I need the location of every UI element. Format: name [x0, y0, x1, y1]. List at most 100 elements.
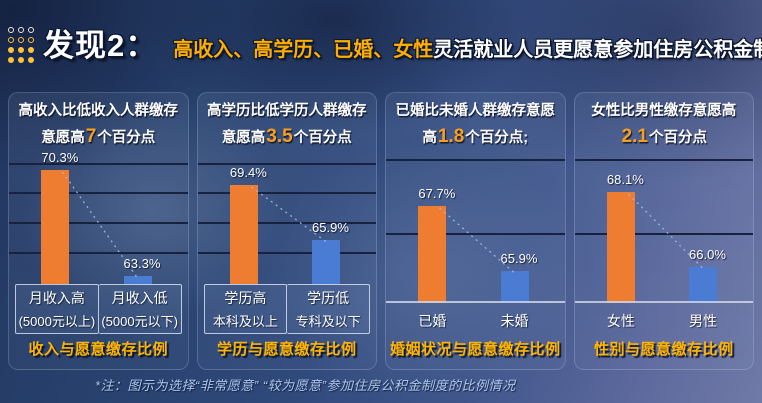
bar-secondary: [689, 267, 718, 303]
title-post: 个百分点: [97, 129, 156, 146]
category-box: 学历高 本科及以上: [203, 284, 288, 334]
bar-primary: [229, 185, 258, 284]
category-sublabel: (5000元以下): [101, 314, 178, 329]
title-pre: 女性比男性缴存意愿高: [591, 103, 737, 119]
title-number: 3.5: [266, 125, 293, 147]
finding-rest: 灵活就业人员更愿意参加住房公积金制度: [433, 39, 762, 61]
dot-icon: [18, 57, 24, 63]
footnote: *注：图示为选择“非常愿意” “较为愿意”参加住房公积金制度的比例情况: [95, 378, 516, 393]
bar-secondary: [123, 276, 152, 284]
category-label: 月收入低: [111, 290, 168, 306]
axis-baseline: [386, 301, 565, 303]
dot-icon: [8, 37, 14, 43]
panel-title: 高学历比低学历人群缴存意愿高3.5个百分点: [198, 93, 377, 147]
gridline: [197, 222, 376, 224]
title-number: 2.1: [621, 125, 648, 147]
title-post: 个百分点: [648, 129, 707, 146]
chart-panel-1: 高收入比低收入人群缴存意愿高7个百分点 70.3% 63.3% 月收入高 (5000元以…: [8, 92, 189, 370]
category-box: 学历低 专科及以下: [287, 284, 370, 334]
panel-caption: 婚姻状况与愿意缴存比例: [389, 341, 561, 358]
bar-value-label: 69.4%: [229, 165, 267, 180]
title-post: 个百分点: [293, 129, 352, 146]
finding-highlight: 高收入、高学历、已婚、女性: [173, 39, 434, 61]
axis-baseline: [574, 301, 753, 303]
bar-plot: 67.7% 65.9%: [386, 149, 565, 303]
bar-primary: [41, 170, 70, 284]
gridline: [9, 252, 188, 254]
category-labels: 女性 男性: [575, 311, 754, 333]
bar-secondary: [500, 271, 529, 303]
trend-connector-line: [62, 171, 139, 279]
panel-caption: 学历与愿意缴存比例: [216, 341, 357, 358]
title-number: 7: [85, 125, 97, 147]
panel-title: 高收入比低收入人群缴存意愿高7个百分点: [9, 93, 188, 147]
category-labels: 已婚 未婚: [386, 311, 565, 333]
trend-connector-line: [627, 193, 704, 270]
dots-grid-icon: [8, 27, 35, 64]
chart-panel-3: 已婚比未婚人群缴存意愿高1.8个百分点; 67.7% 65.9% 已婚 未婚婚姻状况与愿…: [385, 92, 566, 370]
panel-caption: 收入与愿意缴存比例: [28, 341, 168, 358]
bar-value-label: 65.9%: [312, 220, 349, 235]
title-number: 1.8: [437, 125, 465, 147]
dot-icon: [8, 27, 14, 33]
category-box: 月收入高 (5000元以上): [15, 284, 99, 334]
slide-header: 发现2： 高收入、高学历、已婚、女性 灵活就业人员更愿意参加住房公积金制度: [8, 20, 762, 65]
gridline: [197, 252, 376, 254]
category-label: 月收入高: [28, 290, 85, 306]
dot-icon: [28, 37, 34, 43]
category-box: 月收入低 (5000元以下): [98, 284, 182, 334]
gridline: [197, 192, 376, 194]
bar-primary: [418, 206, 447, 303]
dot-icon: [8, 47, 14, 53]
trend-connector-line: [439, 207, 515, 274]
category-sublabel: 本科及以上: [212, 314, 278, 329]
gridline: [9, 192, 188, 194]
gridline: [386, 159, 565, 161]
gridline: [574, 159, 753, 161]
dot-icon: [18, 27, 24, 33]
chart-panels-row: 高收入比低收入人群缴存意愿高7个百分点 70.3% 63.3% 月收入高 (5000元以…: [8, 92, 754, 370]
category-label: 已婚: [418, 313, 447, 329]
bar-value-label: 70.3%: [41, 150, 79, 165]
header-text: 发现2： 高收入、高学历、已婚、女性 灵活就业人员更愿意参加住房公积金制度: [43, 20, 762, 65]
dot-icon: [8, 57, 14, 63]
dot-icon: [18, 37, 24, 43]
bar-value-label: 66.0%: [689, 247, 726, 262]
bar-plot: 68.1% 66.0%: [574, 149, 753, 303]
panel-caption: 性别与愿意缴存比例: [593, 341, 734, 358]
bar-value-label: 67.7%: [418, 186, 456, 201]
category-label: 未婚: [500, 313, 529, 329]
gridline: [386, 233, 565, 235]
dot-icon: [28, 57, 34, 63]
bar-value-label: 68.1%: [606, 172, 644, 187]
finding-title: 发现2：: [43, 28, 158, 63]
category-label: 学历低: [307, 290, 350, 306]
bar-secondary: [312, 240, 341, 284]
bar-plot: 69.4% 65.9%: [197, 149, 376, 284]
title-pre: 已婚比未婚人群缴存意愿高: [395, 103, 556, 146]
panel-title: 女性比男性缴存意愿高 2.1个百分点: [575, 93, 754, 147]
gridline: [574, 233, 753, 235]
category-boxes: 月收入高 (5000元以上) 月收入低 (5000元以下): [15, 284, 182, 334]
dot-icon: [18, 47, 24, 53]
category-label: 学历高: [224, 290, 267, 306]
gridline: [197, 163, 376, 165]
gridline: [9, 163, 188, 165]
category-sublabel: 专科及以下: [295, 314, 361, 329]
dot-icon: [28, 27, 34, 33]
bar-value-label: 63.3%: [123, 256, 161, 271]
bar-primary: [606, 192, 635, 303]
bar-value-label: 65.9%: [500, 251, 538, 266]
category-sublabel: (5000元以上): [18, 314, 96, 329]
chart-panel-2: 高学历比低学历人群缴存意愿高3.5个百分点 69.4% 65.9% 学历高 本科及以上学…: [196, 92, 377, 370]
title-pre: 高收入比低收入人群缴存意愿高: [18, 103, 179, 146]
bar-plot: 70.3% 63.3%: [9, 149, 188, 284]
title-pre: 高学历比低学历人群缴存意愿高: [207, 103, 367, 146]
dot-icon: [28, 47, 34, 53]
category-label: 女性: [606, 313, 635, 329]
category-label: 男性: [689, 313, 718, 329]
title-post: 个百分点;: [465, 129, 529, 146]
category-boxes: 学历高 本科及以上 学历低 专科及以下: [203, 284, 370, 334]
panel-title: 已婚比未婚人群缴存意愿高1.8个百分点;: [386, 93, 565, 147]
